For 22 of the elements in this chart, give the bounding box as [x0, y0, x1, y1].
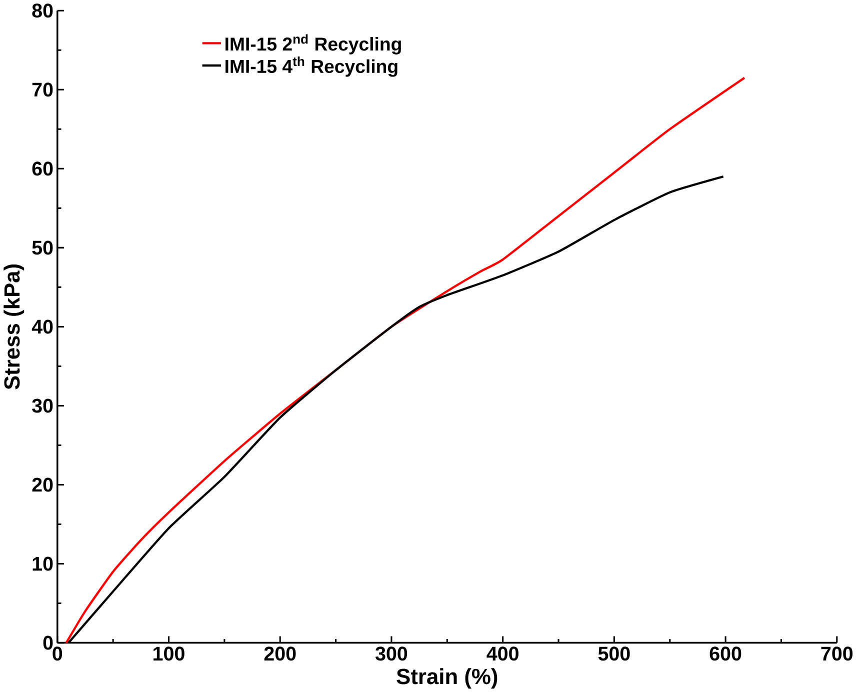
x-tick-label: 500	[598, 646, 630, 661]
legend-label: IMI-15 4$^{th}$ Recycling	[226, 56, 398, 77]
y-tick-label: 70	[32, 82, 53, 96]
x-tick-label: 700	[821, 646, 853, 661]
x-tick-label: 100	[154, 646, 184, 661]
y-tick-label: 10	[32, 556, 53, 571]
x-tick-label: 200	[264, 646, 296, 661]
x-axis-title: Strain (%)	[396, 668, 498, 688]
y-tick-label: 20	[32, 478, 53, 492]
legend-label: IMI-15 2$^{nd}$ Recycling	[226, 34, 401, 54]
y-tick-label: 0	[43, 636, 53, 650]
line-series	[65, 76, 746, 644]
x-tick-label: 400	[486, 646, 518, 661]
x-tick-label: 300	[375, 646, 408, 661]
x-tick-label: 600	[710, 646, 742, 661]
y-axis-title: Stress (kPa)	[4, 264, 24, 390]
y-tick-label: 80	[32, 4, 53, 18]
y-tick-label: 50	[32, 240, 53, 255]
y-tick-label: 60	[32, 162, 53, 176]
y-tick-label: 30	[32, 398, 53, 413]
y-tick-label: 40	[32, 320, 53, 334]
x-tick-label: 0	[52, 646, 62, 661]
